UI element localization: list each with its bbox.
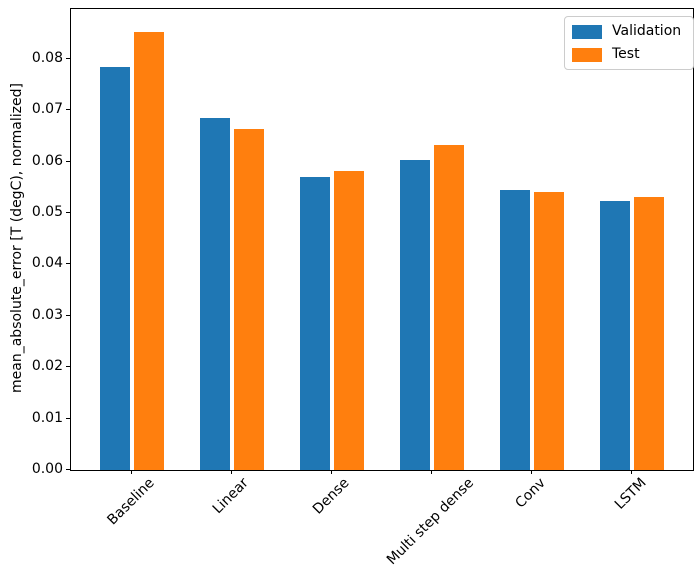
- y-tick-label: 0.00: [31, 461, 63, 477]
- y-tick-label: 0.01: [31, 409, 63, 426]
- legend-label-validation: Validation: [612, 23, 682, 39]
- legend-item-validation: Validation: [572, 23, 681, 40]
- bar-test-multi-step-dense: [434, 144, 464, 470]
- bar-test-conv: [534, 191, 564, 470]
- x-tick-mark: [331, 470, 332, 474]
- plot-area: [70, 8, 694, 471]
- y-tick-label: 0.07: [31, 101, 63, 118]
- y-tick-label: 0.02: [31, 358, 63, 375]
- y-tick-label: 0.03: [31, 306, 63, 323]
- y-tick-label: 0.08: [31, 49, 63, 66]
- legend: Validation Test: [564, 16, 695, 70]
- x-tick-mark: [431, 470, 432, 474]
- x-tick-label-linear: Linear: [209, 475, 252, 518]
- y-tick-mark: [66, 469, 70, 470]
- y-tick-mark: [66, 417, 70, 419]
- x-tick-mark: [231, 470, 232, 474]
- x-tick-mark: [631, 470, 632, 474]
- x-tick-label-lstm: LSTM: [611, 475, 650, 513]
- y-tick-mark: [66, 263, 70, 265]
- legend-item-test: Test: [572, 46, 681, 63]
- bar-validation-baseline: [100, 66, 130, 470]
- y-tick-label: 0.04: [31, 255, 63, 272]
- x-tick-label-conv: Conv: [512, 475, 549, 512]
- y-tick-label: 0.05: [31, 204, 63, 221]
- bar-test-dense: [334, 171, 364, 470]
- x-tick-label-baseline: Baseline: [104, 475, 158, 529]
- y-tick-label: 0.06: [31, 152, 63, 169]
- bar-test-lstm: [634, 196, 664, 470]
- x-tick-mark: [531, 470, 532, 474]
- y-tick-mark: [66, 57, 70, 59]
- legend-swatch-test: [572, 47, 602, 62]
- y-tick-mark: [66, 366, 70, 368]
- legend-label-test: Test: [612, 46, 640, 62]
- bar-validation-lstm: [600, 201, 630, 470]
- y-tick-mark: [66, 314, 70, 316]
- y-tick-mark: [66, 109, 70, 111]
- bar-test-baseline: [134, 31, 164, 470]
- bar-validation-linear: [200, 117, 230, 470]
- bar-validation-dense: [300, 177, 330, 470]
- bar-validation-multi-step-dense: [400, 159, 430, 470]
- bar-test-linear: [234, 129, 264, 470]
- x-tick-label-multi-step-dense: Multi step dense: [383, 475, 478, 569]
- bar-validation-conv: [500, 190, 530, 470]
- legend-swatch-validation: [572, 24, 602, 39]
- y-tick-mark: [66, 212, 70, 214]
- x-tick-label-dense: Dense: [309, 475, 353, 518]
- y-tick-mark: [66, 160, 70, 162]
- x-tick-mark: [131, 470, 132, 474]
- y-axis-label: mean_absolute_error [T (degC), normalize…: [9, 83, 25, 393]
